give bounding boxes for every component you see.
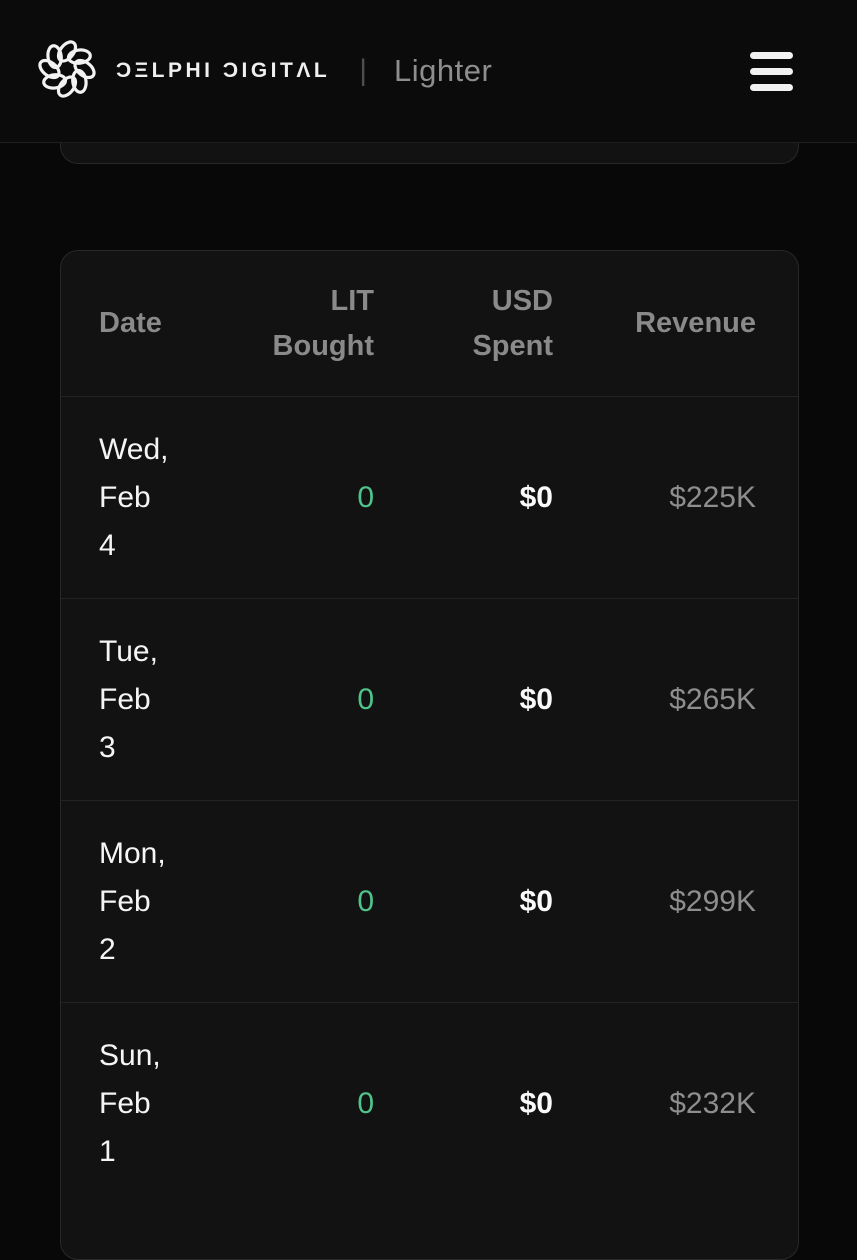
column-header-date: Date xyxy=(99,307,162,339)
date-cell: Sun, Feb 1 xyxy=(99,1039,161,1168)
revenue-cell: $232K xyxy=(669,1087,756,1120)
column-header-lit-bought: LIT Bought xyxy=(272,284,374,362)
date-cell: Tue, Feb 3 xyxy=(99,634,158,764)
table-row: Mon, Feb 2 0 $0 $299K xyxy=(61,801,798,1003)
lit-bought-cell: 0 xyxy=(357,884,374,918)
table-row: Tue, Feb 3 0 $0 $265K xyxy=(61,599,798,801)
hamburger-bar xyxy=(750,67,793,75)
date-cell: Wed, Feb 4 xyxy=(99,432,169,562)
app-bar: ƆΞLPHI ƆIGITΛL | Lighter xyxy=(0,0,857,143)
lit-bought-cell: 0 xyxy=(357,1087,374,1120)
brand-link[interactable]: ƆΞLPHI ƆIGITΛL xyxy=(34,36,330,107)
lit-bought-cell: 0 xyxy=(357,682,374,716)
table-header-row: Date LIT Bought USD Spent Revenue xyxy=(61,251,798,397)
product-name: Lighter xyxy=(393,53,493,88)
revenue-cell: $299K xyxy=(669,884,756,918)
usd-spent-cell: $0 xyxy=(519,480,553,514)
previous-card-bottom-edge xyxy=(60,143,799,164)
revenue-cell: $265K xyxy=(669,682,756,716)
hamburger-bar xyxy=(750,51,793,59)
usd-spent-cell: $0 xyxy=(519,682,553,716)
table-row: Sun, Feb 1 0 $0 $232K xyxy=(61,1003,798,1205)
column-header-revenue: Revenue xyxy=(635,307,756,339)
usd-spent-cell: $0 xyxy=(519,1087,553,1120)
table-row: Wed, Feb 4 0 $0 $225K xyxy=(61,397,798,599)
hamburger-bar xyxy=(750,83,793,91)
column-header-usd-spent: USD Spent xyxy=(472,284,553,362)
usd-spent-cell: $0 xyxy=(519,884,553,918)
brand-separator: | xyxy=(359,54,367,87)
table-body: Wed, Feb 4 0 $0 $225K Tue, Feb 3 0 $0 $265K Mon,… xyxy=(61,397,798,1205)
daily-stats-card: Date LIT Bought USD Spent Revenue Wed, F… xyxy=(60,250,799,1260)
delphi-knot-logo-icon xyxy=(34,36,100,107)
revenue-cell: $225K xyxy=(669,480,756,514)
brand-wordmark: ƆΞLPHI ƆIGITΛL xyxy=(116,59,331,82)
lit-bought-cell: 0 xyxy=(357,480,374,514)
hamburger-menu-button[interactable] xyxy=(750,46,793,97)
date-cell: Mon, Feb 2 xyxy=(99,836,166,966)
